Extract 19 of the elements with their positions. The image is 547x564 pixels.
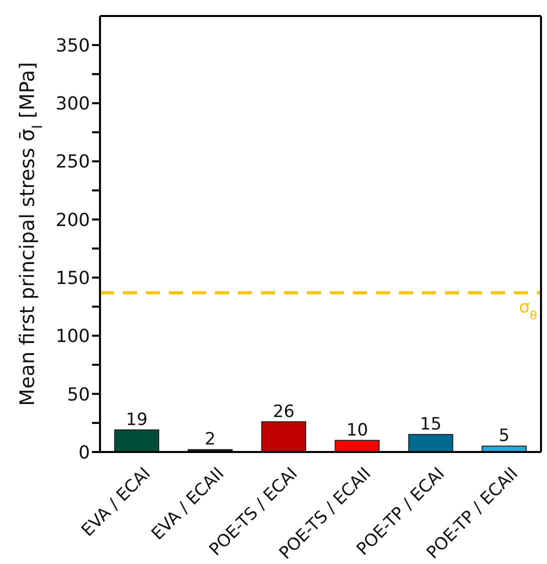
y-tick-label: 100 bbox=[56, 326, 90, 348]
ref-line-label: σ$_{θ}$ bbox=[518, 298, 537, 323]
bar bbox=[114, 429, 160, 452]
y-tick-label: 300 bbox=[56, 94, 90, 115]
data-label: 19 bbox=[126, 410, 148, 430]
y-tick-label: 0 bbox=[78, 442, 90, 464]
data-label: 15 bbox=[420, 414, 442, 435]
data-label: 10 bbox=[346, 420, 368, 440]
y-tick-label: 350 bbox=[56, 35, 90, 56]
data-label: 2 bbox=[204, 430, 216, 450]
data-label: 26 bbox=[272, 402, 295, 422]
y-tick-label: 200 bbox=[56, 210, 90, 231]
y-tick-label: 250 bbox=[56, 152, 90, 173]
bar bbox=[261, 421, 306, 452]
bar bbox=[334, 440, 380, 452]
y-tick-label: 50 bbox=[67, 384, 90, 406]
data-label: 5 bbox=[498, 426, 510, 446]
bar bbox=[408, 434, 454, 452]
y-tick-label: 150 bbox=[56, 268, 90, 289]
